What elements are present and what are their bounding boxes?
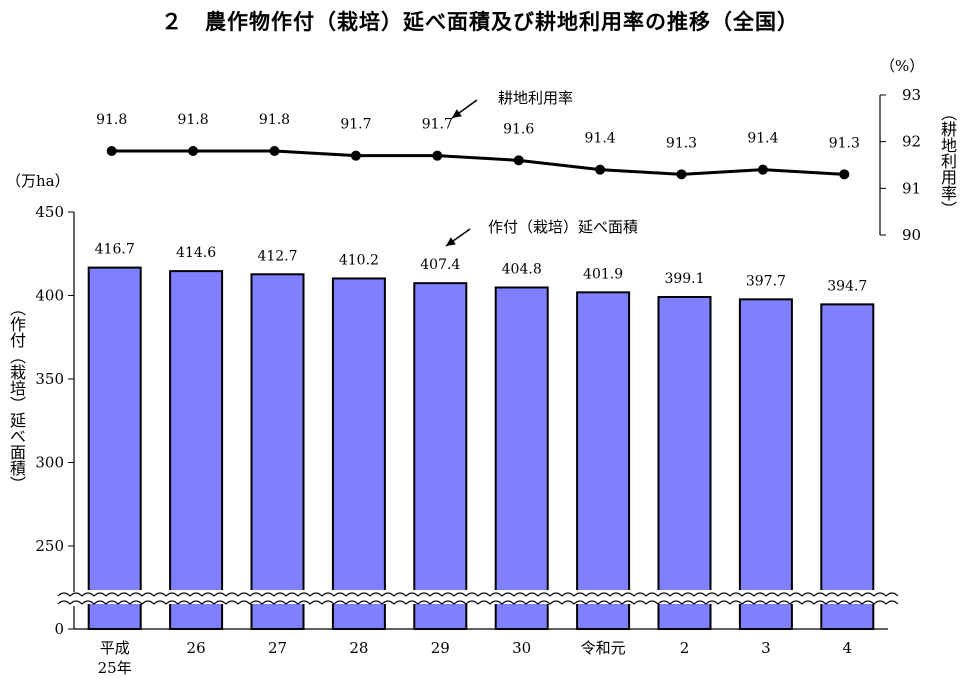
bar-annotation-arrow-head: [446, 237, 456, 246]
bar-data-label: 404.8: [502, 261, 542, 277]
line-data-label: 91.4: [747, 131, 778, 147]
bar-data-label: 410.2: [339, 252, 379, 268]
line-data-label: 91.8: [178, 112, 209, 128]
bar-y-tick-label: 400: [35, 287, 64, 305]
line-y-tick-label: 90: [902, 226, 921, 244]
x-tick-label: 25年: [98, 659, 132, 677]
bar: [738, 298, 793, 630]
line-point: [432, 150, 443, 161]
line-point: [757, 164, 768, 175]
line-data-label: 91.6: [503, 121, 534, 137]
line-point: [106, 146, 117, 156]
bar-data-label: 399.1: [664, 271, 704, 287]
line-point: [839, 169, 850, 180]
bar-data-label: 412.7: [257, 248, 297, 264]
bar: [657, 296, 712, 630]
axis-break-wave: [57, 600, 899, 605]
bar-data-label: 414.6: [176, 245, 216, 261]
bar-axis-label: （作付（栽培）延べ面積）: [7, 300, 26, 492]
x-tick-label: 27: [268, 639, 287, 657]
line-series: [111, 149, 845, 176]
x-tick-label: 29: [431, 639, 450, 657]
x-tick-label: 平成: [100, 639, 130, 657]
bar: [87, 266, 142, 630]
line-point: [350, 150, 361, 161]
line-point: [595, 164, 606, 175]
bar-y-tick-label: 300: [35, 454, 64, 472]
bar: [576, 291, 631, 630]
line-point: [269, 146, 280, 156]
line-series-annotation: 耕地利用率: [498, 89, 574, 107]
line-y-tick-label: 93: [902, 86, 921, 104]
x-tick-label: 30: [512, 639, 531, 657]
bar-data-label: 416.7: [95, 242, 135, 258]
line-data-label: 91.4: [585, 131, 616, 147]
line-unit-label: （%）: [880, 57, 925, 75]
bar-y-tick-label: 250: [35, 537, 64, 555]
line-data-label: 91.8: [96, 112, 127, 128]
bar: [820, 303, 875, 630]
bar-y-tick-label: 0: [54, 620, 64, 638]
line-data-label: 91.8: [259, 112, 290, 128]
line-data-label: 91.7: [422, 117, 453, 133]
bar-data-label: 394.7: [827, 278, 867, 294]
bar: [250, 273, 305, 630]
bar: [413, 282, 468, 630]
chart-title: ２ 農作物作付（栽培）延べ面積及び耕地利用率の推移（全国）: [161, 10, 799, 34]
line-data-label: 91.7: [340, 117, 371, 133]
bar-series-annotation: 作付（栽培）延べ面積: [488, 218, 639, 236]
line-y-tick-label: 92: [902, 133, 921, 151]
line-data-label: 91.3: [666, 135, 697, 151]
bar-y-tick-label: 450: [35, 203, 64, 221]
line-point: [513, 155, 524, 166]
bar-data-label: 397.7: [746, 273, 786, 289]
line-point: [676, 169, 687, 180]
line-annotation-arrow-head: [452, 109, 462, 118]
x-tick-label: 28: [349, 639, 368, 657]
axis-break-wave: [57, 592, 899, 597]
x-tick-label: 令和元: [581, 639, 626, 657]
line-point: [188, 146, 199, 156]
line-axis-label: （耕地利用率）: [938, 105, 957, 217]
bar: [331, 277, 386, 630]
x-tick-label: 26: [187, 639, 206, 657]
x-tick-label: 4: [843, 639, 853, 657]
x-tick-label: 2: [680, 639, 690, 657]
x-tick-label: 3: [761, 639, 771, 657]
bar: [494, 286, 549, 630]
bar-data-label: 407.4: [420, 257, 460, 273]
bar-y-tick-label: 350: [35, 370, 64, 388]
bar-data-label: 401.9: [583, 266, 623, 282]
bar: [169, 270, 224, 630]
line-y-tick-label: 91: [902, 179, 921, 197]
line-data-label: 91.3: [829, 135, 860, 151]
bar-unit-label: （万ha）: [6, 172, 70, 190]
